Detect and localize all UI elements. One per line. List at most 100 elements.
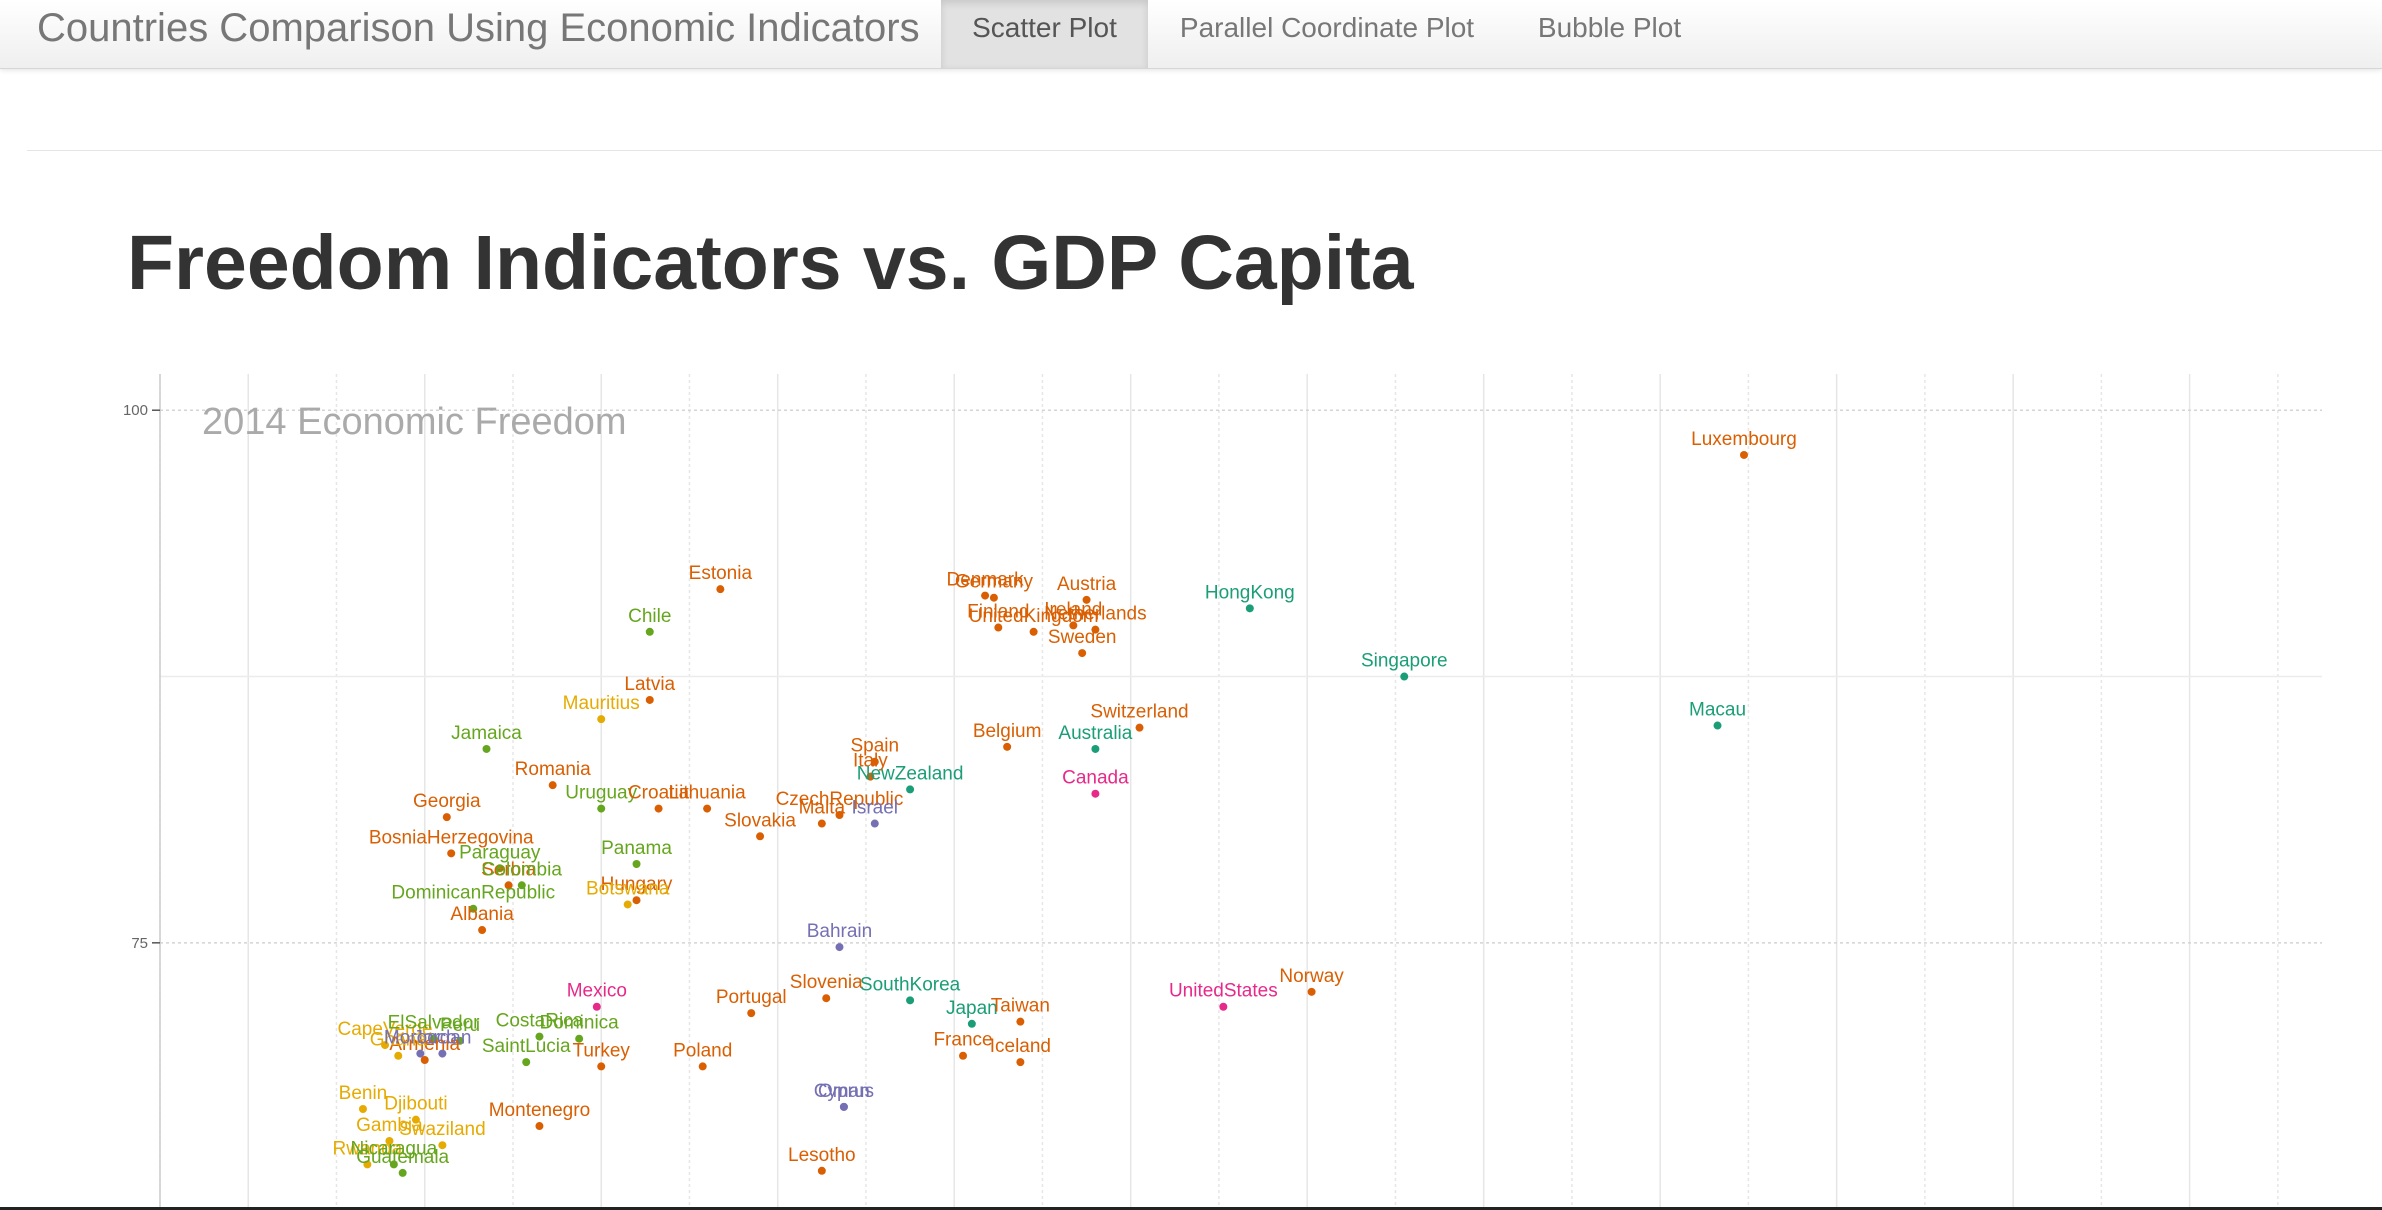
data-point[interactable] (632, 860, 641, 868)
data-point[interactable] (411, 1115, 420, 1124)
data-point-label: Morocco (384, 1028, 457, 1049)
data-point[interactable] (906, 996, 915, 1005)
data-point[interactable] (645, 627, 654, 636)
data-point[interactable] (394, 1051, 403, 1060)
data-point[interactable] (698, 1062, 707, 1071)
data-point[interactable] (716, 585, 725, 594)
scatter-chart: 75 100 2014 Economic Freedom Luxembourg Es… (123, 374, 2322, 1207)
data-point[interactable] (839, 1102, 848, 1111)
data-point[interactable] (989, 593, 998, 602)
data-point[interactable] (597, 1062, 606, 1071)
data-point[interactable] (959, 1051, 968, 1060)
data-point[interactable] (517, 881, 526, 890)
data-point[interactable] (442, 813, 451, 822)
data-point[interactable] (817, 819, 826, 828)
data-point[interactable] (817, 1166, 826, 1175)
data-point-label: Lithuania (669, 783, 747, 804)
data-point[interactable] (870, 757, 879, 766)
data-point[interactable] (1091, 625, 1100, 634)
data-point[interactable] (381, 1041, 390, 1050)
app-brand-title[interactable]: Countries Comparison Using Economic Indi… (37, 6, 920, 50)
data-point-label: Bahrain (807, 921, 873, 942)
data-point[interactable] (967, 1019, 976, 1028)
data-point[interactable] (495, 864, 504, 873)
data-point[interactable] (447, 849, 456, 858)
data-point[interactable] (478, 926, 487, 935)
data-point[interactable] (623, 900, 632, 909)
data-point[interactable] (835, 943, 844, 952)
data-point[interactable] (1029, 627, 1038, 636)
data-point[interactable] (1091, 744, 1100, 753)
data-point[interactable] (1135, 723, 1144, 732)
data-point-label: Rwanda (333, 1138, 403, 1159)
data-point[interactable] (1069, 621, 1078, 630)
data-point[interactable] (385, 1136, 394, 1145)
data-point[interactable] (389, 1160, 398, 1169)
tab-scatter-plot[interactable]: Scatter Plot (941, 0, 1148, 68)
data-point[interactable] (645, 695, 654, 704)
data-point[interactable] (1082, 595, 1091, 604)
chart-grid (159, 374, 2322, 1207)
data-point[interactable] (535, 1032, 544, 1041)
data-point[interactable] (822, 994, 831, 1003)
data-point[interactable] (438, 1141, 447, 1150)
data-point[interactable] (429, 1034, 438, 1043)
data-point-label: Lesotho (788, 1145, 856, 1166)
data-point[interactable] (1245, 604, 1254, 613)
data-point-label: Dominica (540, 1013, 620, 1034)
tab-parallel-coordinate-plot[interactable]: Parallel Coordinate Plot (1179, 12, 1475, 43)
data-point[interactable] (416, 1049, 425, 1058)
data-point-label: Macau (1689, 700, 1746, 721)
data-point[interactable] (363, 1160, 372, 1169)
data-point[interactable] (597, 715, 606, 724)
data-point[interactable] (703, 804, 712, 813)
data-point[interactable] (870, 819, 879, 828)
data-point[interactable] (482, 744, 491, 753)
data-point[interactable] (1078, 649, 1087, 658)
data-point[interactable] (906, 785, 915, 794)
data-point[interactable] (420, 1056, 429, 1064)
data-point[interactable] (522, 1058, 531, 1067)
data-point[interactable] (456, 1036, 465, 1045)
data-point[interactable] (1091, 789, 1100, 798)
data-point-label: Georgia (413, 791, 481, 812)
data-point[interactable] (548, 781, 557, 790)
data-point[interactable] (535, 1122, 544, 1131)
data-point[interactable] (1307, 987, 1316, 996)
data-point-label: Italy (853, 751, 888, 772)
data-point[interactable] (1016, 1058, 1025, 1067)
data-point[interactable] (994, 623, 1003, 632)
data-point[interactable] (469, 904, 478, 913)
data-point[interactable] (1219, 1002, 1228, 1011)
data-point-label: Slovakia (724, 810, 796, 831)
data-point[interactable] (358, 1105, 367, 1113)
data-point-label: Slovenia (790, 972, 863, 993)
content-divider (27, 150, 2382, 151)
data-point[interactable] (438, 1049, 447, 1058)
data-point[interactable] (592, 1002, 601, 1011)
data-point[interactable] (632, 896, 641, 905)
data-point-label: Jordan (413, 1028, 471, 1049)
data-point[interactable] (747, 1009, 756, 1018)
data-point[interactable] (1016, 1017, 1025, 1026)
data-point[interactable] (1713, 721, 1722, 730)
data-point[interactable] (1400, 672, 1409, 681)
data-point-label: Switzerland (1090, 702, 1188, 723)
data-point[interactable] (866, 772, 875, 781)
data-point[interactable] (654, 804, 663, 813)
data-point[interactable] (1739, 450, 1748, 459)
data-point[interactable] (597, 804, 606, 813)
data-point[interactable] (504, 881, 513, 890)
data-point[interactable] (1003, 742, 1012, 751)
data-point[interactable] (981, 591, 990, 600)
data-point-label: Luxembourg (1691, 429, 1797, 450)
data-point-label: Gambia (356, 1115, 423, 1136)
data-point-label: Peru (440, 1015, 480, 1036)
data-point[interactable] (756, 832, 765, 841)
tab-bubble-plot[interactable]: Bubble Plot (1537, 12, 1682, 43)
data-point[interactable] (398, 1168, 407, 1177)
data-point[interactable] (835, 811, 844, 819)
data-point-label: Albania (450, 904, 514, 925)
data-point-label: Denmark (947, 570, 1025, 591)
data-point[interactable] (575, 1034, 584, 1043)
